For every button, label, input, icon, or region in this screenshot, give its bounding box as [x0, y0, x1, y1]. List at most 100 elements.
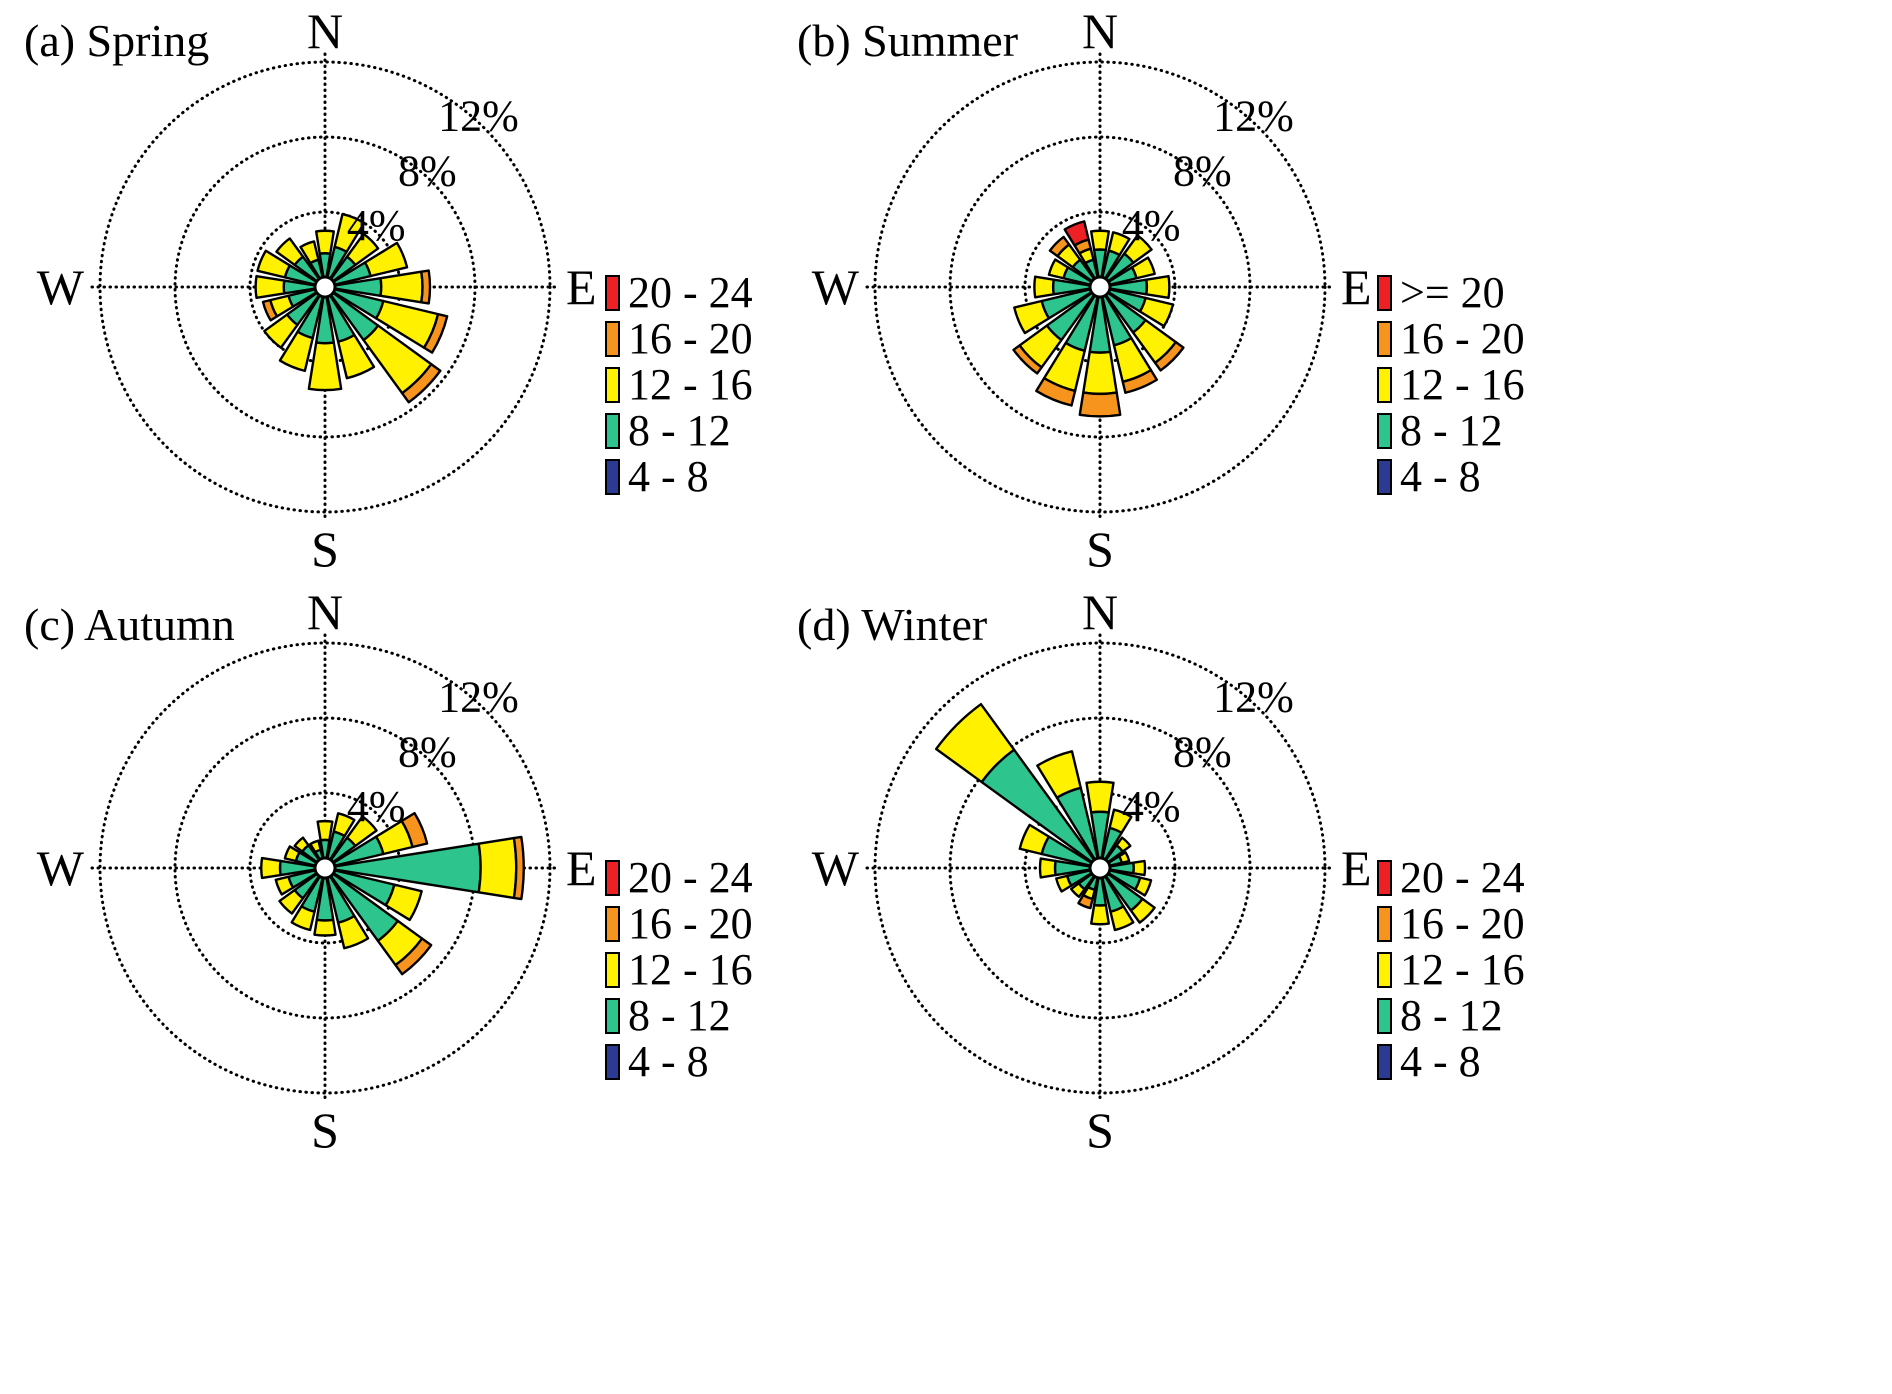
- compass-label-s: S: [311, 1102, 339, 1158]
- windrose-petal-segment: [1090, 903, 1110, 926]
- windrose-petal-segment: [313, 918, 337, 937]
- panel-title-winter: (d) Winter: [797, 599, 988, 650]
- legend-swatch: [1377, 998, 1392, 1034]
- windrose-petal-segment: [261, 298, 279, 322]
- windrose-petal-segment: [345, 815, 378, 848]
- windrose-petal-segment: [307, 341, 343, 392]
- ring-label: 8%: [1173, 146, 1232, 195]
- compass-label-n: N: [1082, 3, 1118, 59]
- windrose-petal-segment: [1153, 340, 1185, 372]
- windrose-petal-segment: [1047, 258, 1070, 280]
- windrose-petal-segment: [275, 237, 305, 267]
- windrose-petal-segment: [363, 241, 409, 278]
- legend-swatch: [1377, 906, 1392, 942]
- legend-label: 20 - 24: [1400, 853, 1525, 902]
- legend-swatch: [605, 367, 620, 403]
- compass-label-w: W: [812, 259, 860, 315]
- windrose-petal-segment: [1078, 391, 1122, 418]
- legend-item: 12 - 16: [605, 362, 753, 408]
- legend-label: 8 - 12: [628, 406, 731, 455]
- ring-label: 4%: [347, 201, 406, 250]
- legend-item: 16 - 20: [605, 901, 753, 947]
- legend-swatch: [605, 413, 620, 449]
- windrose-petal-segment: [400, 362, 442, 404]
- legend-b: >= 20 16 - 20 12 - 16 8 - 12 4 - 8: [1377, 270, 1525, 500]
- windrose-petal-segment: [274, 875, 295, 896]
- windrose-petal-segment: [1107, 231, 1131, 257]
- compass-label-e: E: [566, 259, 597, 315]
- legend-swatch: [1377, 1044, 1392, 1080]
- windrose-petal-segment: [1077, 893, 1094, 910]
- ring-label: 12%: [1213, 672, 1294, 721]
- legend-swatch: [605, 1044, 620, 1080]
- legend-label: 16 - 20: [628, 314, 753, 363]
- legend-item: 4 - 8: [1377, 454, 1525, 500]
- windrose-petal-segment: [315, 229, 335, 255]
- windrose-petal-segment: [1138, 296, 1175, 328]
- legend-swatch: [605, 321, 620, 357]
- windrose-petal-segment: [1012, 344, 1043, 375]
- compass-label-s: S: [1086, 521, 1114, 577]
- windrose-petal-segment: [1033, 275, 1055, 299]
- compass-label-e: E: [1341, 840, 1372, 896]
- legend-label: 16 - 20: [1400, 314, 1525, 363]
- legend-item: 16 - 20: [1377, 316, 1525, 362]
- compass-label-n: N: [1082, 584, 1118, 640]
- legend-label: 4 - 8: [628, 1037, 709, 1086]
- windrose-petal-segment: [333, 212, 366, 254]
- windrose-petal-segment: [1085, 780, 1115, 814]
- windrose-petal-segment: [1035, 376, 1077, 407]
- legend-swatch: [605, 275, 620, 311]
- windrose-petal-segment: [316, 819, 334, 842]
- ring-label: 4%: [1122, 782, 1181, 831]
- windrose-petal-segment: [422, 312, 449, 354]
- windrose-petal-segment: [1038, 857, 1057, 879]
- windrose-petal-segment: [278, 888, 305, 915]
- legend-swatch: [1377, 413, 1392, 449]
- windrose-petal-segment: [1123, 234, 1153, 264]
- windrose-petal-segment: [394, 937, 433, 976]
- legend-item: 12 - 16: [1377, 947, 1525, 993]
- windrose-petal-segment: [379, 270, 424, 304]
- windrose-petal-segment: [345, 232, 380, 267]
- windrose-petal-segment: [934, 702, 1016, 784]
- legend-item: 8 - 12: [605, 408, 753, 454]
- legend-swatch: [605, 952, 620, 988]
- legend-label: 12 - 16: [628, 945, 753, 994]
- windrose-b: 4% 8% 12% N E S W: [812, 3, 1372, 577]
- panel-title-autumn: (c) Autumn: [24, 599, 235, 650]
- legend-swatch: [605, 459, 620, 495]
- legend-label: 16 - 20: [628, 899, 753, 948]
- windrose-petal-segment: [477, 836, 518, 900]
- legend-label: 8 - 12: [628, 991, 731, 1040]
- windrose-petal-segment: [309, 839, 322, 854]
- windrose-c: 4% 8% 12% N E S W: [37, 584, 597, 1158]
- center-dot: [1088, 275, 1112, 299]
- windrose-petal-segment: [293, 836, 310, 853]
- windrose-petal-segment: [263, 313, 299, 349]
- windrose-petal-segment: [1090, 229, 1110, 252]
- legend-label: 16 - 20: [1400, 899, 1525, 948]
- windrose-petal-segment: [254, 274, 286, 300]
- legend-item: 4 - 8: [605, 454, 753, 500]
- windrose-petal-segment: [1129, 897, 1156, 924]
- legend-item: 8 - 12: [1377, 408, 1525, 454]
- legend-swatch: [1377, 275, 1392, 311]
- windrose-petal-segment: [512, 835, 525, 901]
- legend-swatch: [1377, 367, 1392, 403]
- legend-label: 12 - 16: [628, 360, 753, 409]
- legend-item: 12 - 16: [605, 947, 753, 993]
- legend-c: 20 - 24 16 - 20 12 - 16 8 - 12 4 - 8: [605, 855, 753, 1085]
- legend-item: 20 - 24: [605, 270, 753, 316]
- windrose-petal-segment: [278, 330, 314, 373]
- ring-label: 4%: [1122, 201, 1181, 250]
- compass-label-s: S: [311, 521, 339, 577]
- legend-label: 12 - 16: [1400, 945, 1525, 994]
- windrose-petal-segment: [420, 269, 432, 305]
- legend-item: 4 - 8: [1377, 1039, 1525, 1085]
- ring-label: 8%: [398, 146, 457, 195]
- compass-label-w: W: [37, 840, 85, 896]
- legend-item: 8 - 12: [1377, 993, 1525, 1039]
